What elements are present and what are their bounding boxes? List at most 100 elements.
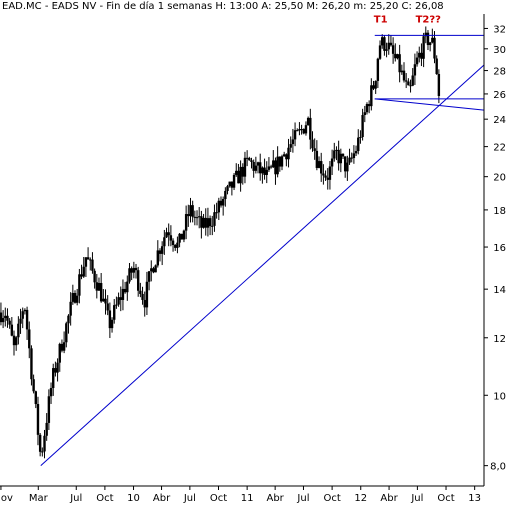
y-tick-label: 18 xyxy=(493,206,506,217)
price-bar-body xyxy=(396,54,399,59)
price-bar-body xyxy=(304,125,308,134)
y-tick-label: 30 xyxy=(493,45,506,56)
price-bar-body xyxy=(357,137,360,152)
price-bar-body xyxy=(71,293,75,302)
x-tick-label: Oct xyxy=(210,493,227,504)
price-bar-body xyxy=(14,337,18,346)
price-bar-body xyxy=(315,150,319,168)
price-bar-body xyxy=(243,157,247,177)
price-bar-body xyxy=(418,52,421,58)
price-bar-body xyxy=(123,288,127,293)
price-bar-body xyxy=(1,318,5,323)
price-bar-body xyxy=(8,320,11,325)
price-bar-body xyxy=(274,160,277,175)
price-bar-body xyxy=(198,216,201,218)
price-bar-body xyxy=(204,217,207,228)
y-tick-label: 24 xyxy=(493,115,506,126)
price-bar-body xyxy=(276,156,279,175)
price-bar-body xyxy=(108,310,112,329)
axes: 32 30 28 26 24 22 20 18 16 14 12 10 8,0 ov Mar Jul Oct 10… xyxy=(0,14,506,504)
price-bar-body xyxy=(86,257,90,260)
x-tick-label: Abr xyxy=(380,493,398,504)
price-bar-body xyxy=(298,129,301,131)
price-bar-body xyxy=(278,156,282,167)
price-bar-body xyxy=(313,148,316,151)
price-bar-body xyxy=(25,309,29,330)
x-tick-label: 13 xyxy=(468,493,481,504)
price-bar-body xyxy=(104,298,107,304)
price-bar-body xyxy=(200,216,203,228)
price-bar-body xyxy=(320,161,323,174)
price-bar-body xyxy=(213,212,216,226)
price-bar-body xyxy=(230,181,234,188)
price-bar-body xyxy=(254,165,258,171)
price-bar-body xyxy=(328,166,332,180)
price-bar-body xyxy=(150,268,153,272)
annotations: T1 T2?? xyxy=(374,15,441,26)
price-bar-body xyxy=(363,112,366,116)
price-bar-body xyxy=(420,52,423,59)
y-tick-label: 10 xyxy=(493,391,506,402)
y-tick-label: 28 xyxy=(493,67,506,78)
price-bar-body xyxy=(19,318,22,324)
price-bar-body xyxy=(256,162,260,166)
price-bar-body xyxy=(311,139,314,149)
x-tick-label: Jul xyxy=(410,493,423,504)
y-tick-label: 14 xyxy=(493,285,506,296)
price-bar-body xyxy=(202,217,205,228)
price-bar-body xyxy=(431,37,434,43)
y-tick-label: 20 xyxy=(493,173,506,184)
price-bar-body xyxy=(0,312,3,323)
price-bars xyxy=(0,26,441,459)
x-tick-label: Abr xyxy=(266,493,284,504)
x-tick-label: Mar xyxy=(29,493,49,504)
price-bar-body xyxy=(75,295,79,303)
price-bar-body xyxy=(49,388,53,397)
price-bar-body xyxy=(370,85,373,107)
price-bar-body xyxy=(402,70,406,81)
price-bar-body xyxy=(191,205,194,217)
price-bar-body xyxy=(180,233,183,240)
price-bar-body xyxy=(67,315,70,324)
price-bar-body xyxy=(195,217,199,219)
price-bar-body xyxy=(10,324,14,336)
price-bar-body xyxy=(407,81,410,86)
price-bar-body xyxy=(289,144,292,148)
price-bar-body xyxy=(250,160,253,162)
price-bar-body xyxy=(437,74,441,96)
price-bar-body xyxy=(324,175,327,178)
y-tick-label: 26 xyxy=(493,90,506,101)
price-bar-body xyxy=(158,250,162,254)
trendline-1 xyxy=(40,64,485,467)
price-bar-body xyxy=(306,117,310,126)
price-bar-body xyxy=(265,169,268,175)
annotation-1: T1 xyxy=(374,15,388,26)
price-bar-body xyxy=(385,49,388,51)
price-bar-body xyxy=(156,250,160,266)
price-bar-body xyxy=(398,54,401,73)
price-bar-body xyxy=(58,343,61,363)
price-bar-body xyxy=(171,240,175,245)
price-bar-body xyxy=(110,319,114,329)
price-bar-body xyxy=(252,161,255,171)
price-bar-body xyxy=(62,342,66,351)
price-bar-body xyxy=(293,130,297,140)
price-bar-body xyxy=(428,42,432,46)
trendlines xyxy=(40,34,485,467)
price-bar-body xyxy=(300,129,303,131)
price-bar-body xyxy=(91,259,94,271)
price-bar-body xyxy=(226,186,229,191)
price-bar-body xyxy=(394,53,397,59)
price-bar-body xyxy=(6,315,9,321)
price-bar-body xyxy=(211,225,214,227)
price-bar-body xyxy=(208,218,212,227)
price-bar-body xyxy=(174,244,177,248)
price-bar-body xyxy=(335,149,338,151)
price-bar-body xyxy=(348,157,351,163)
x-tick-label: Oct xyxy=(437,493,454,504)
price-bar-body xyxy=(263,167,266,175)
price-bar-body xyxy=(152,268,155,273)
price-bar-body xyxy=(424,32,427,37)
price-bar-body xyxy=(80,274,83,277)
price-bar-body xyxy=(167,232,170,236)
